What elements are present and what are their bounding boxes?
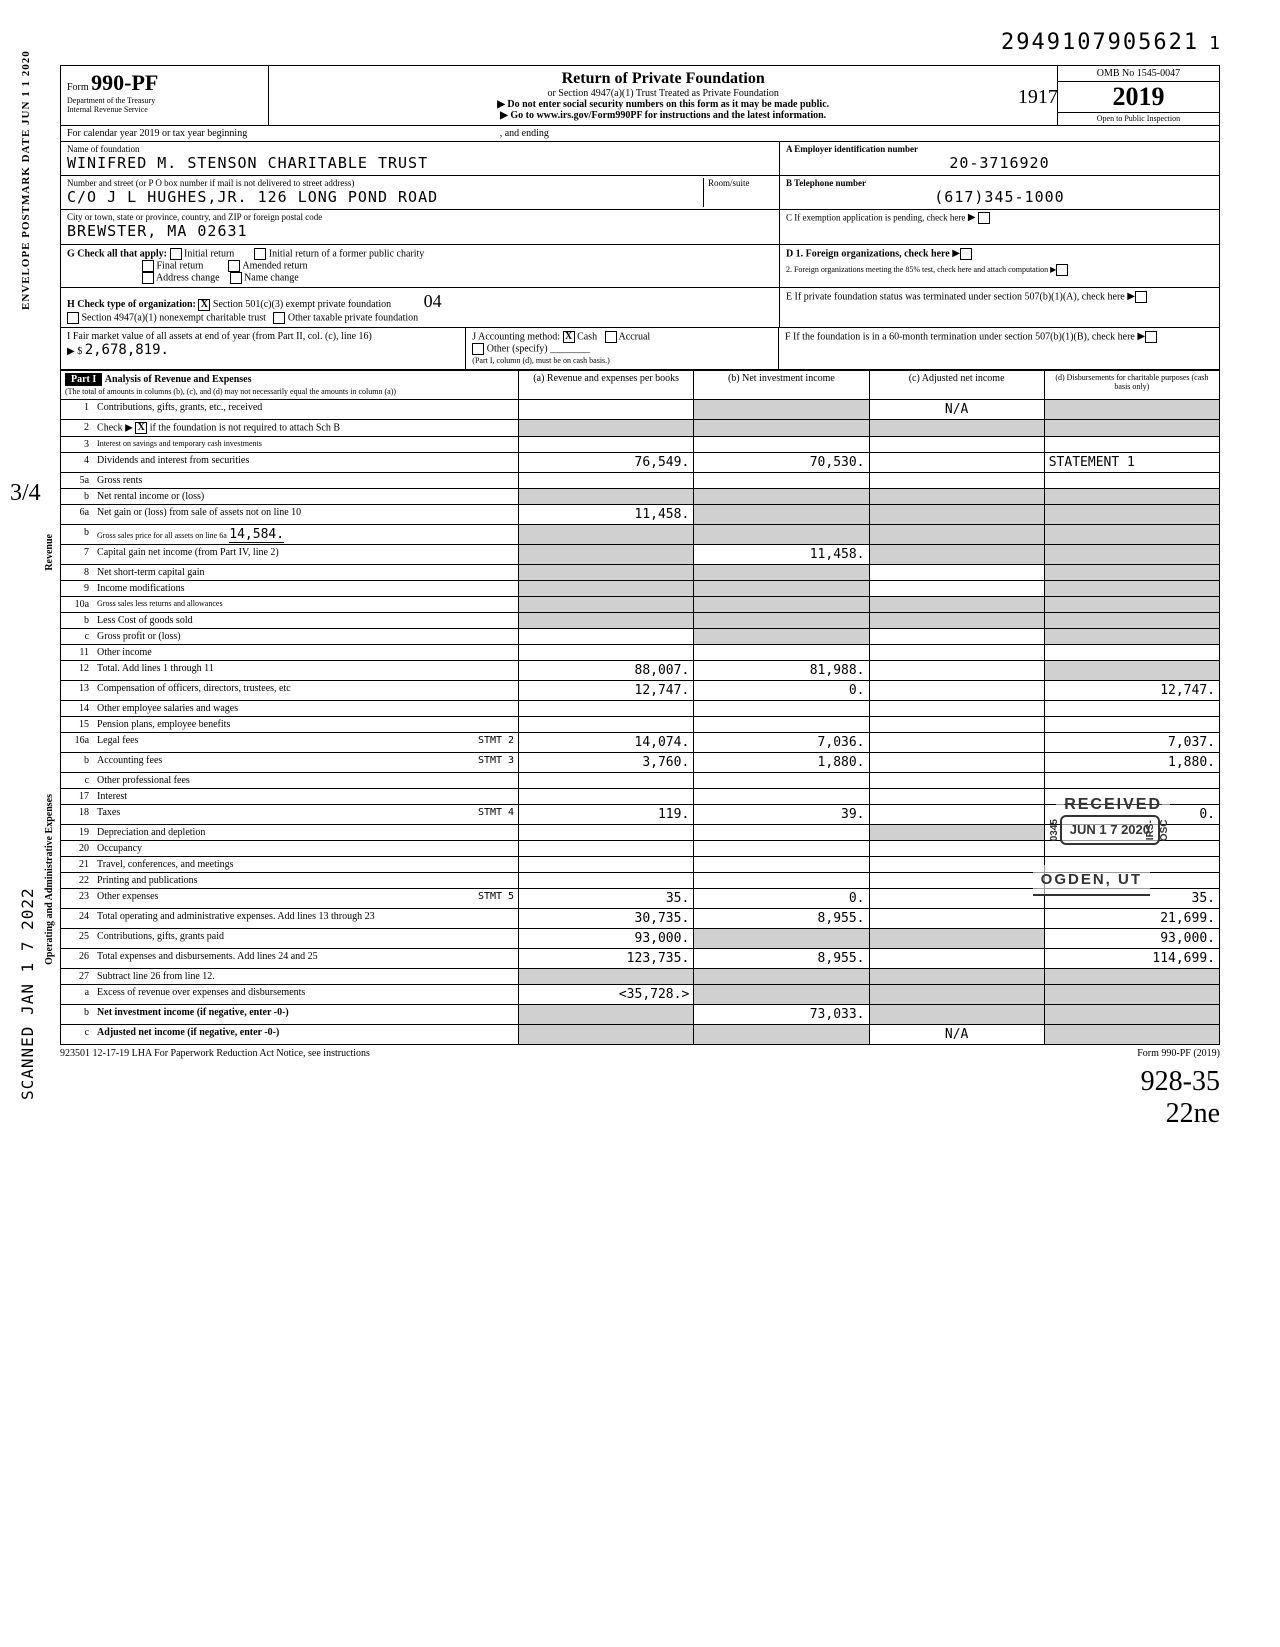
section-g-d: G Check all that apply: Initial return I… [60,245,1220,288]
fmv-value: 2,678,819. [85,342,169,358]
form-title: Return of Private Foundation [273,70,1052,88]
part-i-label: Part I [65,373,102,386]
part-i-table: Part I Analysis of Revenue and Expenses … [60,370,1220,1045]
checkbox-sch-b [135,422,147,434]
calendar-year-row: For calendar year 2019 or tax year begin… [60,126,1220,142]
section-h-e: H Check type of organization: Section 50… [60,288,1220,328]
form-header: Form 990-PF Department of the Treasury I… [60,65,1220,126]
foundation-city: BREWSTER, MA 02631 [67,222,773,240]
identification-block: Name of foundation WINIFRED M. STENSON C… [60,142,1220,245]
revenue-vertical-label: Revenue [44,530,55,575]
ein-value: 20-3716920 [786,154,1213,172]
foundation-name: WINIFRED M. STENSON CHARITABLE TRUST [67,154,773,172]
checkbox-cash [563,331,575,343]
received-date-stamp: 0345 JUN 1 7 2020 IRS-OSC [1060,815,1160,845]
handwritten-fraction: 3/4 [10,480,41,507]
page-footer: 923501 12-17-19 LHA For Paperwork Reduct… [60,1045,1220,1062]
handwritten-year: 1917 [1018,86,1058,109]
scanned-vertical-label: SCANNED JAN 1 7 2022 [18,887,37,1100]
checkbox-501c3 [198,299,210,311]
section-i-j-f: I Fair market value of all assets at end… [60,328,1220,370]
expenses-vertical-label: Operating and Administrative Expenses [44,790,55,969]
handwritten-04: 04 [424,291,442,311]
phone-value: (617)345-1000 [786,188,1213,206]
postmark-vertical-label: ENVELOPE POSTMARK DATE JUN 1 1 2020 [20,50,32,310]
handwritten-bottom: 928-35 22ne [60,1066,1220,1130]
ogden-stamp: OGDEN, UT [1033,865,1150,896]
document-locator-number: 29491079056211 [60,30,1220,55]
foundation-address: C/O J L HUGHES,JR. 126 LONG POND ROAD [67,188,703,206]
